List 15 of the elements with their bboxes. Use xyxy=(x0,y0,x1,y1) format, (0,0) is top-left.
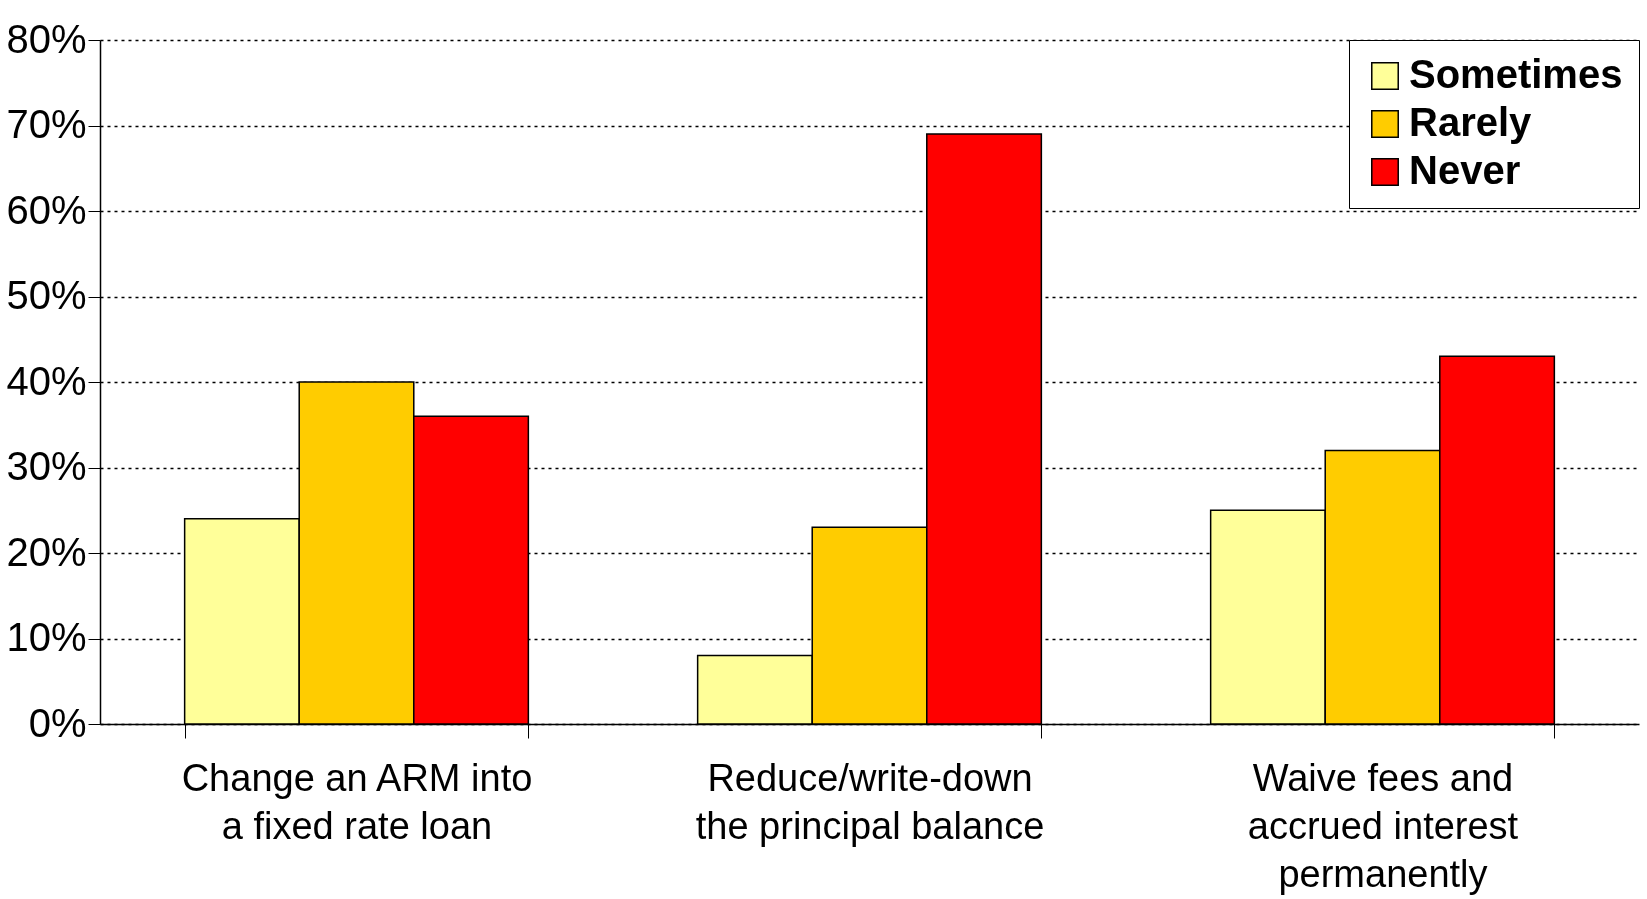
x-tick-label: Reduce/write-down the principal balance xyxy=(695,756,1045,847)
y-tick-label: 30% xyxy=(6,444,87,488)
y-tick-label: 40% xyxy=(6,358,87,403)
x-tick-label: Change an ARM into a fixed rate loan xyxy=(181,756,533,847)
y-tick-label: 80% xyxy=(6,16,87,61)
y-tick-label: 10% xyxy=(6,615,87,659)
legend-label: Rarely xyxy=(1409,100,1533,144)
y-tick-label: 50% xyxy=(6,273,87,317)
y-tick-label: 0% xyxy=(28,700,87,745)
x-tick-label: Waive fees and accrued interest permanently xyxy=(1247,756,1519,895)
legend-label: Never xyxy=(1409,148,1521,192)
y-tick-label: 20% xyxy=(6,529,87,574)
legend-label: Sometimes xyxy=(1409,52,1623,96)
y-tick-label: 70% xyxy=(6,102,87,146)
y-tick-label: 60% xyxy=(6,187,87,232)
